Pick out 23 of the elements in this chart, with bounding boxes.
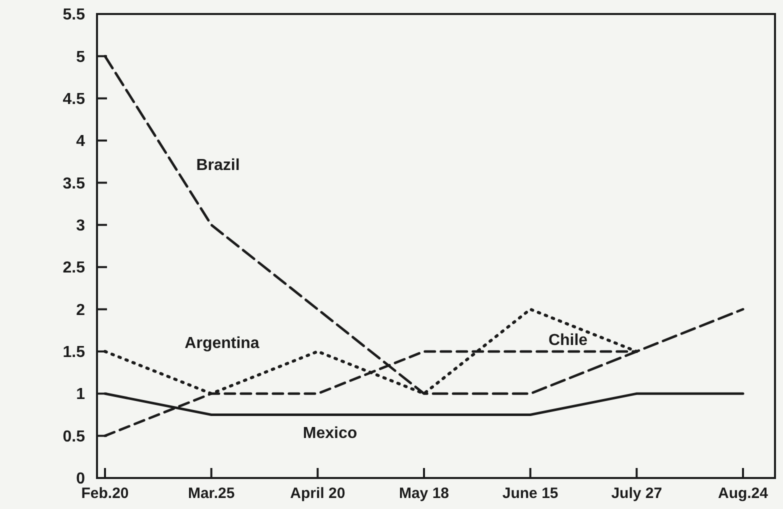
- y-tick-label: 0: [76, 470, 86, 488]
- y-tick-label: 2.5: [62, 260, 86, 277]
- y-tick-label: 3.5: [62, 175, 86, 192]
- y-tick-label: 4: [76, 133, 86, 150]
- x-tick-label: May 18: [398, 485, 450, 502]
- y-tick-label: 5.5: [62, 6, 86, 24]
- y-tick-label: 1: [76, 386, 86, 404]
- y-tick-label: 1.5: [62, 344, 86, 362]
- x-tick-label: Feb.20: [81, 485, 129, 502]
- series-label: Mexico: [302, 425, 358, 442]
- y-tick-label: 4.5: [62, 90, 86, 108]
- series-label: Chile: [548, 332, 588, 349]
- y-tick-label: 3: [76, 218, 86, 235]
- y-tick-label: 2: [76, 302, 86, 319]
- x-tick-label: April 20: [290, 485, 346, 502]
- y-tick-label: 5: [76, 48, 86, 66]
- y-tick-label: 0.5: [62, 428, 86, 446]
- series-label: Brazil: [196, 157, 240, 174]
- x-tick-label: June 15: [502, 485, 558, 502]
- x-tick-label: Aug.24: [718, 485, 769, 502]
- x-tick-label: Mar.25: [188, 485, 235, 502]
- x-tick-label: July 27: [611, 485, 662, 502]
- series-label: Argentina: [184, 335, 260, 352]
